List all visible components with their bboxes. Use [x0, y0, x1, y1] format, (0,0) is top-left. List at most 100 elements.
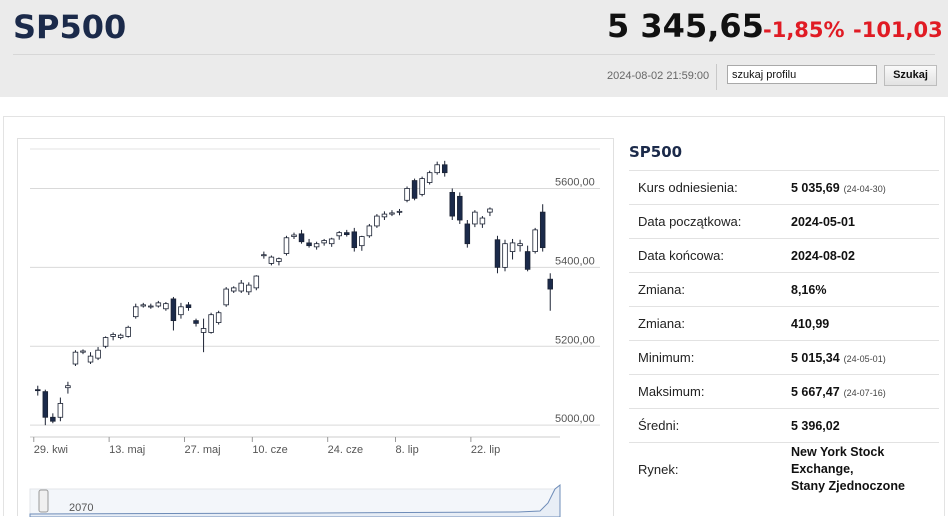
navigator-handle[interactable] — [38, 489, 49, 513]
candle[interactable] — [509, 238, 516, 260]
candle[interactable] — [185, 302, 192, 311]
candle[interactable] — [502, 239, 508, 272]
candle[interactable] — [321, 238, 327, 246]
candle[interactable] — [359, 235, 365, 251]
candle-body-down — [306, 242, 312, 247]
candle[interactable] — [163, 302, 169, 311]
info-value: 5 667,47 — [791, 384, 840, 399]
candle-body-up — [396, 210, 403, 213]
chart-grid — [30, 148, 600, 438]
candle[interactable] — [50, 413, 56, 424]
candle[interactable] — [336, 231, 342, 240]
candle-body-up — [178, 306, 184, 316]
candle[interactable] — [441, 160, 448, 177]
candle[interactable] — [35, 385, 41, 396]
candle[interactable] — [276, 257, 282, 266]
candle[interactable] — [351, 227, 358, 252]
candle[interactable] — [155, 300, 162, 308]
candle[interactable] — [65, 381, 71, 394]
info-value: 2024-05-01 — [791, 214, 855, 229]
candle[interactable] — [253, 275, 260, 291]
candle[interactable] — [80, 349, 86, 355]
candle[interactable] — [532, 227, 538, 254]
candle[interactable] — [42, 389, 49, 426]
candle[interactable] — [291, 232, 297, 239]
candle-body-down — [193, 320, 199, 324]
candle[interactable] — [261, 251, 267, 259]
candle[interactable] — [313, 241, 320, 250]
candle[interactable] — [547, 273, 553, 311]
candle[interactable] — [148, 303, 154, 309]
candle[interactable] — [419, 176, 425, 197]
candle[interactable] — [404, 186, 410, 203]
current-price: 5 345,65 — [607, 7, 764, 45]
candle[interactable] — [306, 238, 312, 248]
candle[interactable] — [298, 229, 305, 244]
candle[interactable] — [208, 312, 214, 334]
candle[interactable] — [238, 279, 244, 293]
candle[interactable] — [57, 397, 64, 422]
candle[interactable] — [457, 192, 463, 224]
candle[interactable] — [140, 302, 147, 308]
info-table: Kurs odniesienia: 5 035,69 (24-04-30) Data … — [629, 170, 939, 495]
candle[interactable] — [95, 347, 101, 361]
toolbar-divider — [716, 64, 717, 90]
candle[interactable] — [344, 229, 350, 237]
candle[interactable] — [117, 333, 124, 340]
candle[interactable] — [170, 296, 177, 331]
market-line: Exchange, — [791, 461, 854, 476]
candle[interactable] — [110, 332, 116, 341]
search-button[interactable]: Szukaj — [884, 65, 937, 86]
candle[interactable] — [434, 161, 440, 175]
candle[interactable] — [102, 336, 109, 349]
candle[interactable] — [517, 239, 523, 252]
info-label: Kurs odniesienia: — [629, 170, 791, 205]
candle[interactable] — [133, 303, 139, 319]
y-tick-label: 5600,00 — [555, 176, 595, 188]
candle-body-up — [208, 314, 214, 333]
candle[interactable] — [366, 223, 373, 238]
candle[interactable] — [223, 287, 229, 307]
candle[interactable] — [178, 302, 184, 319]
candle[interactable] — [381, 211, 388, 221]
navigator-line — [29, 483, 561, 517]
candle[interactable] — [487, 207, 493, 217]
profile-search-input[interactable] — [727, 65, 877, 84]
candle[interactable] — [230, 286, 237, 293]
candle[interactable] — [396, 208, 403, 216]
candle[interactable] — [472, 210, 478, 228]
candle-body-up — [133, 306, 139, 318]
info-value-cell: 5 667,47 (24-07-16) — [791, 374, 939, 409]
navigator-mini-chart: 2070 — [29, 483, 561, 517]
candle[interactable] — [125, 325, 131, 338]
candle[interactable] — [411, 178, 418, 201]
candle[interactable] — [449, 188, 455, 221]
candle[interactable] — [539, 204, 546, 252]
candle[interactable] — [193, 318, 199, 327]
candle[interactable] — [200, 318, 207, 353]
change-percent: -1,85% — [763, 18, 845, 42]
x-tick-label: 13. maj — [109, 444, 145, 456]
candle[interactable] — [464, 220, 471, 248]
candle[interactable] — [246, 282, 252, 295]
candle[interactable] — [374, 214, 380, 228]
candle-body-up — [328, 238, 335, 245]
info-value: 5 015,34 — [791, 350, 840, 365]
candle[interactable] — [72, 350, 79, 366]
candle[interactable] — [479, 216, 486, 228]
candle-body-down — [449, 191, 455, 217]
candle[interactable] — [283, 235, 290, 256]
candlestick-chart[interactable]: 5000,00 5200,00 5400,00 5600,00 29. kwi 13. … — [18, 139, 613, 517]
candle[interactable] — [494, 235, 501, 274]
candle[interactable] — [426, 170, 433, 185]
info-label: Data początkowa: — [629, 204, 791, 239]
candle[interactable] — [389, 210, 395, 217]
candle[interactable] — [87, 352, 94, 365]
candle-body-up — [502, 243, 508, 268]
candle-body-down — [50, 416, 56, 422]
candle-body-up — [517, 243, 523, 247]
candle[interactable] — [215, 310, 222, 325]
candle[interactable] — [328, 237, 335, 247]
candle[interactable] — [268, 255, 275, 266]
candle[interactable] — [524, 245, 531, 272]
